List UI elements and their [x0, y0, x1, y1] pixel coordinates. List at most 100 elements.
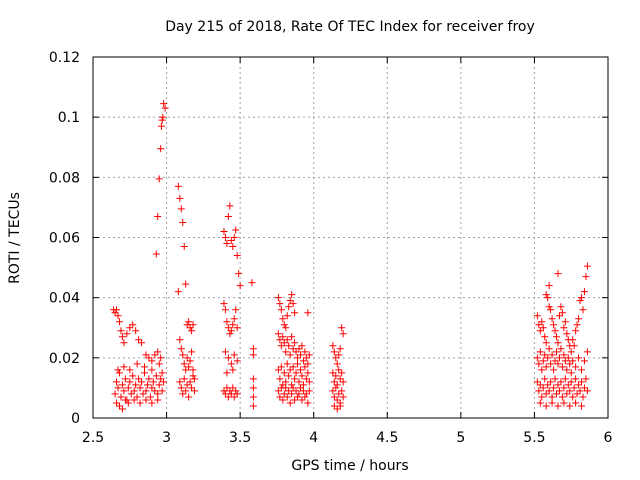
y-tick-label: 0.1 — [58, 110, 80, 126]
data-point — [230, 234, 238, 241]
data-point — [339, 378, 347, 386]
data-point — [550, 321, 558, 329]
x-axis-title: GPS time / hours — [291, 458, 408, 474]
data-point — [545, 387, 553, 395]
data-point — [286, 351, 294, 359]
y-tick-label: 0.02 — [49, 351, 80, 367]
data-point — [183, 354, 191, 362]
data-point — [124, 399, 132, 407]
data-point — [154, 390, 162, 398]
data-point — [547, 378, 555, 386]
data-point — [555, 387, 563, 395]
data-point — [567, 378, 575, 386]
data-point — [302, 375, 310, 383]
data-point — [569, 357, 577, 365]
data-point — [298, 372, 306, 380]
data-point — [302, 354, 310, 362]
data-point — [115, 318, 123, 326]
data-point — [180, 375, 188, 383]
data-point — [189, 372, 197, 380]
data-point — [186, 324, 194, 332]
data-point — [578, 378, 586, 386]
data-point — [336, 345, 344, 353]
data-point — [536, 348, 544, 356]
data-point — [183, 381, 191, 389]
data-point — [176, 378, 184, 386]
data-point — [564, 354, 572, 362]
data-point — [578, 402, 586, 410]
data-point — [545, 303, 553, 311]
data-point — [292, 387, 300, 395]
data-point — [157, 375, 165, 383]
data-point — [298, 342, 306, 350]
data-point — [335, 366, 343, 374]
data-point — [127, 390, 135, 398]
data-point — [296, 384, 304, 392]
data-point — [277, 342, 285, 350]
data-point — [145, 354, 153, 362]
data-point — [276, 393, 284, 401]
data-point — [288, 333, 296, 341]
data-point — [185, 318, 193, 326]
data-point — [569, 393, 577, 401]
data-point — [541, 375, 549, 383]
data-point — [157, 122, 165, 130]
y-tick-label: 0.04 — [49, 291, 80, 307]
data-point — [133, 360, 141, 368]
y-tick-label: 0.08 — [49, 170, 80, 186]
data-point — [579, 393, 587, 401]
data-point — [288, 381, 296, 389]
data-point — [304, 360, 312, 368]
data-point — [301, 348, 309, 356]
data-point — [141, 369, 148, 377]
data-point — [542, 339, 550, 347]
data-point — [155, 360, 163, 368]
data-point — [135, 375, 143, 383]
data-point — [547, 306, 555, 314]
data-point — [580, 384, 588, 392]
data-point — [279, 333, 287, 341]
x-tick-label: 2.5 — [82, 430, 104, 446]
data-point — [291, 375, 299, 383]
data-point — [536, 327, 544, 335]
data-point — [118, 381, 126, 389]
data-point — [188, 384, 196, 392]
data-point — [282, 324, 290, 332]
data-point — [154, 348, 162, 356]
data-point — [143, 381, 151, 389]
data-point — [148, 399, 156, 407]
data-point — [117, 327, 125, 335]
data-point — [542, 402, 550, 410]
data-point — [227, 360, 235, 368]
data-point — [561, 375, 569, 383]
data-point — [333, 381, 341, 389]
data-point — [280, 369, 288, 377]
data-point — [557, 345, 565, 353]
data-point — [551, 375, 559, 383]
data-point — [299, 357, 307, 365]
data-point — [289, 345, 297, 353]
data-point — [560, 384, 568, 392]
data-point — [113, 399, 121, 407]
data-point — [114, 312, 122, 320]
data-point — [538, 318, 546, 326]
data-point — [121, 396, 129, 404]
data-point — [329, 342, 337, 350]
data-point — [561, 357, 569, 365]
data-point — [295, 390, 303, 398]
data-point — [582, 375, 590, 383]
data-point — [121, 375, 129, 383]
data-point — [158, 387, 166, 395]
data-point — [583, 348, 591, 356]
data-point — [536, 381, 544, 389]
data-point — [550, 366, 558, 374]
data-point — [298, 396, 306, 404]
data-point — [339, 393, 347, 401]
data-point — [113, 306, 121, 314]
data-point — [276, 375, 284, 383]
data-point — [292, 348, 300, 356]
data-point — [160, 100, 168, 108]
data-point — [550, 384, 558, 392]
data-point — [575, 354, 583, 362]
data-point — [136, 384, 144, 392]
